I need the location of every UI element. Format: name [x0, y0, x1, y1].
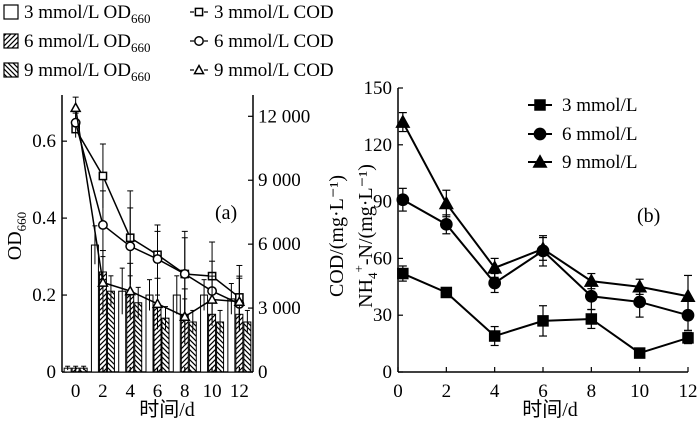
legend-swatch-a	[3, 62, 19, 78]
data-point-b	[535, 241, 551, 255]
legend-a: 3 mmol/L OD660 3 mmol/L COD 6 mmol/L OD660…	[3, 2, 334, 84]
axes-b: 0 30 60 90 120 150 0 2 4 6 8 10 12	[364, 78, 698, 402]
legend-label-a: 3 mmol/L OD660	[24, 2, 150, 26]
data-point-b	[487, 260, 503, 274]
data-point-b	[583, 273, 599, 287]
legend-marker-b	[532, 154, 548, 168]
x-tick-label-b: 12	[679, 381, 698, 402]
y-tick-label-a: 0.2	[32, 285, 56, 306]
data-point-b	[633, 295, 647, 309]
data-point-b	[632, 279, 648, 293]
y2-tick-label-a: 9 000	[258, 170, 301, 191]
legend-label-a: 3 mmol/L COD	[214, 2, 334, 23]
data-point-b	[682, 332, 694, 344]
legend-label-a: 9 mmol/L OD660	[24, 60, 150, 84]
y-tick-label-a: 0.6	[32, 131, 56, 152]
y-tick-label-a: 0	[47, 362, 57, 383]
data-point-a	[97, 276, 109, 287]
x-axis-label-b: 时间/d	[522, 398, 578, 421]
data-point-a	[69, 101, 82, 113]
data-point-a	[124, 284, 136, 296]
y-tick-label-a: 0.4	[32, 208, 56, 229]
data-point-b	[395, 114, 411, 128]
x-tick-label-b: 4	[490, 381, 500, 402]
y-tick-label-b: 60	[373, 248, 392, 269]
data-point-b	[633, 347, 646, 359]
panel-label-a: (a)	[215, 202, 237, 224]
data-point-a	[97, 220, 108, 230]
y2-tick-label-a: 3 000	[258, 298, 301, 319]
data-point-a	[125, 241, 136, 252]
legend-marker-a	[193, 63, 205, 75]
y-axis-label-b: NH4+-N/(mg·L⁻¹)	[351, 164, 380, 308]
x-tick-label-a: 2	[98, 381, 108, 402]
chart-a: 3 mmol/L OD660 3 mmol/L COD 6 mmol/L OD660…	[3, 2, 334, 421]
x-tick-label-a: 4	[125, 381, 135, 402]
y-tick-label-b: 90	[373, 192, 392, 213]
lines-b	[395, 112, 696, 359]
data-point-a	[98, 171, 108, 181]
data-point-b	[584, 289, 598, 303]
y-axis-label-a: OD660	[4, 212, 29, 260]
chart-b: 0 30 60 90 120 150 0 2 4 6 8 10 12 3 mmol/L 6 mmol/L 9…	[364, 78, 698, 421]
x-axis-label-a: 时间/d	[139, 398, 195, 421]
data-point-b	[585, 313, 598, 325]
legend-b: 3 mmol/L 6 mmol/L 9 mmol/L	[528, 95, 637, 173]
data-point-a	[233, 295, 246, 307]
y-tick-label-b: 30	[373, 305, 392, 326]
data-point-b	[438, 195, 454, 210]
data-point-b	[397, 267, 409, 280]
x-tick-label-a: 6	[153, 381, 163, 402]
x-tick-label-b: 10	[630, 381, 649, 402]
data-point-b	[396, 193, 410, 207]
panel-label-b: (b)	[637, 205, 660, 227]
legend-label-a: 9 mmol/L COD	[214, 60, 334, 81]
x-tick-label-b: 0	[393, 381, 403, 402]
y2-tick-label-a: 0	[258, 362, 268, 383]
legend-marker-a	[194, 7, 204, 17]
data-point-a	[152, 254, 163, 265]
y-tick-label-b: 120	[364, 135, 393, 156]
x-tick-label-b: 8	[587, 381, 597, 402]
x-tick-label-a: 0	[71, 381, 81, 402]
data-point-a	[151, 297, 164, 309]
legend-label-a: 6 mmol/L COD	[214, 31, 334, 52]
y2-tick-label-a: 12 000	[258, 106, 310, 127]
legend-label-a: 6 mmol/L OD660	[24, 31, 150, 55]
legend-label-b: 3 mmol/L	[562, 95, 637, 116]
y2-tick-label-a: 6 000	[258, 234, 301, 255]
x-tick-label-b: 6	[538, 381, 548, 402]
legend-marker-b	[533, 127, 547, 141]
x-tick-label-a: 8	[180, 381, 190, 402]
data-point-b	[680, 288, 696, 303]
legend-swatch-a	[3, 4, 19, 20]
bars-a	[63, 225, 252, 373]
data-point-b	[488, 330, 501, 342]
x-tick-label-a: 12	[230, 381, 249, 402]
lines-a	[69, 96, 246, 345]
legend-marker-b	[534, 99, 546, 111]
data-point-b	[537, 315, 549, 327]
y-tick-label-b: 150	[364, 78, 393, 99]
legend-label-b: 6 mmol/L	[562, 124, 637, 145]
series-line-b	[402, 272, 689, 355]
x-tick-label-a: 10	[203, 381, 222, 402]
y2-axis-label-a: COD/(mg·L⁻¹)	[326, 175, 348, 297]
data-point-a	[179, 310, 191, 321]
x-tick-label-b: 2	[442, 381, 452, 402]
y-tick-label-b: 0	[383, 362, 393, 383]
legend-label-b: 9 mmol/L	[562, 152, 637, 173]
data-point-b	[440, 286, 453, 299]
legend-swatch-a	[3, 33, 19, 49]
legend-marker-a	[194, 36, 204, 46]
data-point-b	[439, 217, 453, 231]
data-point-a	[179, 269, 190, 279]
data-point-b	[488, 276, 502, 290]
data-point-a	[206, 293, 218, 304]
